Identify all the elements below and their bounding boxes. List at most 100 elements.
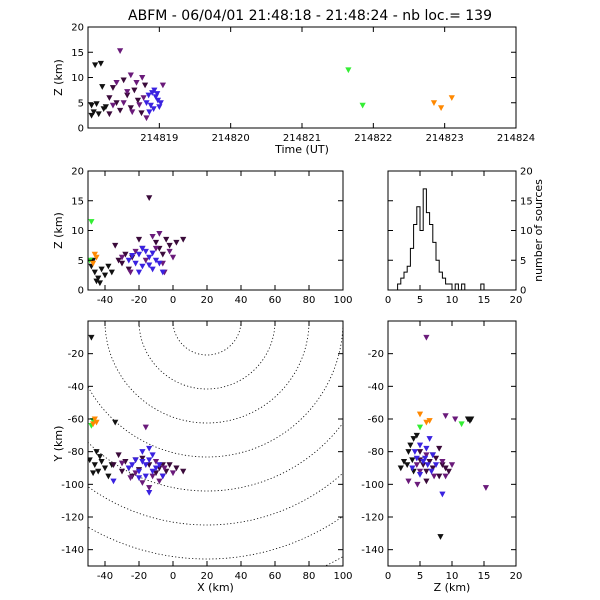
chart-zy-projection: 0 5 10 15 20 -140 -120 -100 -80 -60 -40 -20 Z (km) [361, 320, 522, 594]
y-tick-label: -20 [368, 349, 384, 360]
y-tick-label: 20 [71, 167, 84, 178]
data-point [152, 257, 160, 264]
data-point [105, 473, 112, 480]
data-point [116, 107, 124, 114]
y-tick-label: 10 [520, 226, 533, 237]
x-tick-label: 214820 [212, 133, 250, 144]
data-point [166, 248, 173, 255]
data-point [129, 462, 136, 468]
y-tick-label: 0 [78, 286, 84, 297]
data-point [146, 195, 153, 202]
y-tick-label: 10 [71, 73, 84, 84]
data-point [157, 100, 164, 106]
data-point [149, 468, 156, 475]
data-point [405, 449, 412, 455]
data-point [156, 104, 163, 111]
data-point [95, 275, 102, 282]
y-tick-label: 5 [520, 256, 526, 267]
data-point [116, 48, 124, 54]
data-point [127, 269, 134, 276]
data-point [422, 455, 429, 462]
x-tick-label: 214821 [283, 133, 321, 144]
data-point [133, 80, 140, 86]
data-point [89, 421, 97, 428]
plot-frame [87, 26, 517, 129]
data-point [135, 468, 143, 475]
data-point [96, 280, 104, 287]
data-point [149, 473, 156, 480]
data-point [163, 236, 170, 243]
data-point [136, 102, 143, 108]
data-point [127, 105, 134, 112]
data-point [109, 102, 117, 109]
x-tick-label: -20 [131, 295, 147, 306]
data-point [93, 449, 100, 455]
data-point [124, 89, 131, 95]
y-tick-label: 5 [78, 256, 84, 267]
range-ring [88, 472, 343, 526]
data-point [426, 418, 433, 424]
data-point [91, 416, 98, 423]
data-point [101, 465, 109, 472]
data-point [416, 472, 424, 478]
x-tick-label: 40 [235, 295, 248, 306]
x-tick-label: 0 [385, 571, 391, 582]
data-point [448, 95, 455, 101]
data-point [439, 458, 446, 465]
data-point [112, 419, 119, 426]
x-tick-label: 80 [303, 571, 316, 582]
x-tick-label: -40 [97, 571, 113, 582]
data-point [152, 465, 160, 472]
y-tick-label: 15 [71, 196, 84, 207]
y-tick-label: 10 [71, 226, 84, 237]
data-point [423, 445, 430, 452]
data-point [405, 478, 412, 485]
data-point [125, 257, 132, 264]
data-point [139, 263, 146, 270]
data-point [423, 468, 430, 475]
data-point [139, 75, 146, 81]
data-point [409, 465, 416, 472]
data-point [143, 115, 150, 122]
data-point [468, 416, 475, 423]
data-point [129, 252, 136, 259]
data-point [442, 465, 449, 472]
data-point [132, 248, 139, 255]
data-point [426, 458, 433, 465]
data-point [439, 491, 446, 498]
data-point [142, 424, 149, 431]
figure-title: ABFM - 06/04/01 21:48:18 - 21:48:24 - nb… [128, 8, 492, 24]
data-point [413, 432, 420, 439]
x-tick-label: -40 [97, 295, 113, 306]
chart-xz-projection: -40 -20 0 20 40 60 80 100 0 5 10 15 20 Z (km) [52, 167, 353, 307]
data-point [118, 460, 126, 467]
x-tick-label: 60 [269, 571, 282, 582]
data-point [407, 442, 414, 449]
y-axis-label: Z (km) [52, 212, 65, 249]
data-point [442, 473, 449, 480]
data-point [135, 269, 143, 276]
data-point [430, 473, 438, 480]
data-point [105, 263, 112, 270]
data-point [436, 445, 443, 452]
data-point [442, 413, 449, 419]
data-point [101, 272, 109, 279]
y-tick-label: -120 [61, 513, 84, 524]
data-point [88, 102, 95, 109]
data-point [424, 462, 431, 468]
x-axis-label: X (km) [197, 581, 234, 594]
y-tick-label: -140 [361, 545, 384, 556]
data-point [122, 251, 129, 258]
data-point [166, 242, 173, 249]
data-point [134, 97, 142, 104]
x-tick-label: 0 [170, 295, 176, 306]
y-axis-label: number of sources [532, 179, 545, 282]
data-point [146, 254, 153, 261]
data-point [95, 111, 102, 118]
data-point [142, 462, 149, 468]
plot-area [397, 188, 488, 290]
data-point [404, 462, 411, 468]
data-point [98, 266, 105, 273]
data-point [93, 101, 100, 107]
